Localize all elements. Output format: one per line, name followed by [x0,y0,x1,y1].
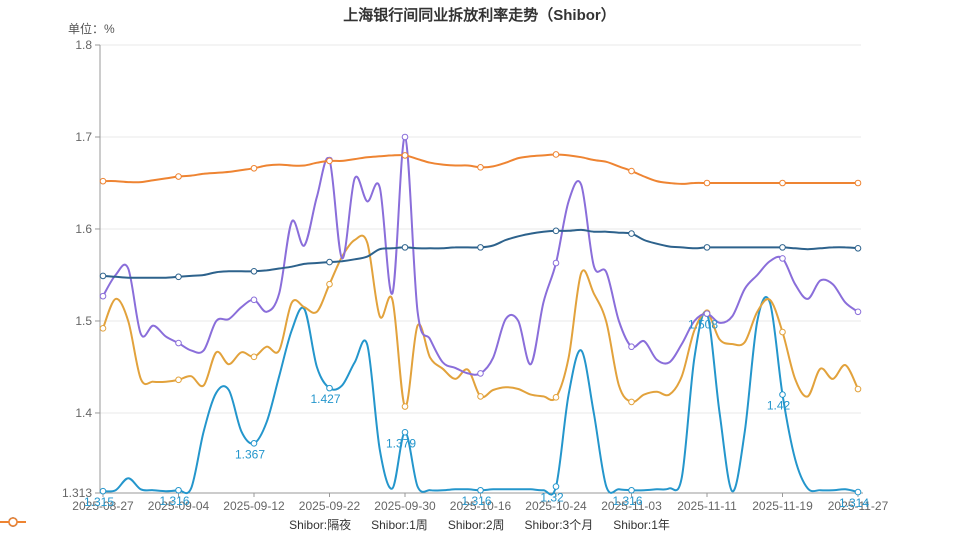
y-tick-label: 1.7 [75,130,92,144]
data-point[interactable] [552,483,560,490]
data-point[interactable] [854,245,862,252]
x-tick-label: 2025-10-16 [450,499,512,513]
data-point[interactable] [175,273,182,281]
chart-legend: Shibor:隔夜 Shibor:1周 Shibor:2周 Shibor:3个月 Shi… [0,516,959,533]
data-point[interactable] [477,244,484,251]
data-point[interactable] [250,267,258,275]
x-tick-label: 2025-11-27 [828,499,889,513]
data-point[interactable] [99,325,107,332]
data-point[interactable] [99,177,107,185]
data-point[interactable] [477,164,484,171]
data-point[interactable] [250,296,258,304]
data-point[interactable] [854,385,862,393]
data-point[interactable] [175,376,182,384]
legend-marker-icon [0,517,26,527]
legend-label: Shibor:1周 [371,518,428,532]
data-point[interactable] [854,488,862,496]
y-tick-label: 1.8 [75,38,92,52]
legend-label: Shibor:3个月 [524,518,594,532]
x-tick-label: 2025-09-22 [299,499,361,513]
data-point[interactable] [703,244,711,251]
point-value-label: 1.316 [461,494,491,508]
data-point[interactable] [552,227,560,235]
data-point[interactable] [175,339,182,347]
data-point[interactable] [401,428,409,436]
legend-item-2[interactable]: Shibor:2周 [0,516,505,533]
data-point[interactable] [779,391,786,398]
data-point[interactable] [175,173,182,180]
data-point[interactable] [401,244,409,251]
legend-label: Shibor:1年 [613,518,670,532]
data-point[interactable] [854,308,862,316]
data-point[interactable] [628,230,635,237]
data-point[interactable] [99,292,107,300]
data-point[interactable] [628,167,635,175]
data-point[interactable] [552,259,560,267]
data-point[interactable] [628,343,635,351]
x-tick-label: 2025-11-11 [677,499,737,513]
data-point[interactable] [326,157,333,165]
x-tick-label: 2025-09-12 [223,499,285,513]
legend-item-0[interactable]: Shibor:隔夜 [0,516,352,533]
data-point[interactable] [401,403,409,410]
data-point[interactable] [99,487,107,495]
data-point[interactable] [326,384,333,392]
data-point[interactable] [250,440,258,447]
x-tick-label: 2025-11-03 [601,499,662,513]
data-point[interactable] [477,393,484,400]
x-tick-label: 2025-08-27 [72,499,134,513]
legend-item-3[interactable]: Shibor:3个月 [0,516,594,533]
y-tick-label: 1.4 [75,406,92,420]
legend-item-4[interactable]: Shibor:1年 [0,516,670,533]
data-point[interactable] [779,255,786,262]
data-point[interactable] [779,328,786,336]
point-value-label: 1.508 [688,318,718,332]
point-value-label: 1.314 [839,496,869,510]
data-point[interactable] [401,152,409,159]
point-value-label: 1.316 [159,494,189,508]
data-point[interactable] [703,310,711,317]
x-tick-label: 2025-09-04 [148,499,210,513]
data-point[interactable] [854,179,862,187]
data-point[interactable] [703,179,711,187]
y-axis-unit-label: 单位：% [68,22,115,36]
series-line-0[interactable] [102,296,859,496]
data-point[interactable] [477,370,484,377]
y-tick-label: 1.6 [75,222,92,236]
y-tick-label: 1.313 [62,486,92,500]
x-tick-label: 2025-09-30 [374,499,436,513]
point-value-label: 1.315 [84,495,114,509]
legend-item-1[interactable]: Shibor:1周 [0,516,428,533]
data-point[interactable] [326,280,333,288]
chart-title: 上海银行间同业拆放利率走势（Shibor） [343,7,616,24]
series-line-3[interactable] [102,228,859,279]
data-point[interactable] [401,133,409,141]
series-line-2[interactable] [102,135,859,376]
data-point[interactable] [779,244,786,251]
data-point[interactable] [552,151,560,158]
data-point[interactable] [477,486,484,494]
data-point[interactable] [250,353,258,361]
data-point[interactable] [250,164,258,172]
x-tick-label: 2025-10-24 [525,499,587,513]
legend-label: Shibor:隔夜 [289,518,352,532]
data-point[interactable] [175,486,182,494]
point-value-label: 1.427 [310,392,340,406]
data-point[interactable] [99,272,107,280]
legend-label: Shibor:2周 [447,518,505,532]
y-tick-label: 1.5 [75,314,92,328]
x-tick-label: 2025-11-19 [752,499,813,513]
data-point[interactable] [628,398,635,406]
point-value-label: 1.367 [235,447,265,461]
data-point[interactable] [628,486,635,494]
point-value-label: 1.316 [612,494,642,508]
point-value-label: 1.42 [767,399,791,413]
data-point[interactable] [779,179,786,187]
data-point[interactable] [326,258,333,266]
data-point[interactable] [552,394,560,401]
point-value-label: 1.379 [386,436,416,450]
point-value-label: 1.32 [540,491,564,505]
